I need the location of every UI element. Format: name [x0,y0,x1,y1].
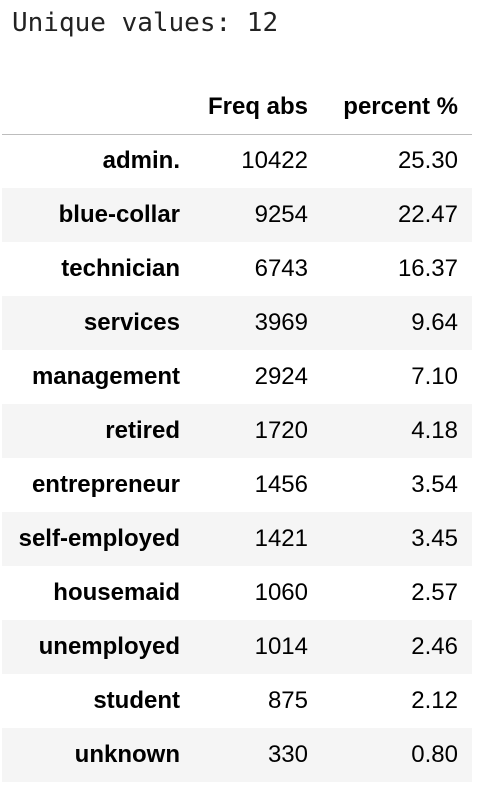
percent-cell: 16.37 [397,255,458,282]
row-label: technician [61,255,180,282]
freq-abs-header: Freq abs [194,80,316,135]
percent-header: percent % [316,80,472,135]
freq-abs-cell: 1060 [254,579,308,606]
table-row: admin. 10422 25.30 [2,134,472,188]
table-row: blue-collar 9254 22.47 [2,188,472,242]
freq-abs-cell: 9254 [254,201,308,228]
table-row: management 2924 7.10 [2,350,472,404]
percent-cell: 2.46 [411,633,458,660]
freq-abs-cell: 330 [267,741,308,768]
percent-cell: 22.47 [397,201,458,228]
percent-cell: 9.64 [411,309,458,336]
table-header-row: Freq abs percent % [2,80,472,135]
row-label: services [83,309,180,336]
percent-cell: 0.80 [411,741,458,768]
percent-cell: 2.57 [411,579,458,606]
row-label: unemployed [38,633,180,660]
table-row: unemployed 1014 2.46 [2,620,472,674]
freq-abs-cell: 1456 [254,471,308,498]
freq-abs-cell: 3969 [254,309,308,336]
table-row: services 3969 9.64 [2,296,472,350]
table-row: technician 6743 16.37 [2,242,472,296]
freq-abs-cell: 10422 [241,147,308,175]
table-row: entrepreneur 1456 3.54 [2,458,472,512]
percent-cell: 3.45 [411,525,458,552]
percent-cell: 7.10 [411,363,458,390]
row-label: unknown [74,741,180,768]
percent-cell: 2.12 [411,687,458,714]
row-label: housemaid [53,579,180,606]
table-row: housemaid 1060 2.57 [2,566,472,620]
row-label: management [31,363,180,390]
row-label: retired [105,417,180,444]
freq-abs-cell: 2924 [254,363,308,390]
row-label: self-employed [18,525,180,552]
freq-abs-cell: 1421 [254,525,308,552]
table-row: unknown 330 0.80 [2,728,472,782]
row-label: student [93,687,180,714]
freq-abs-cell: 1720 [254,417,308,444]
table-row: retired 1720 4.18 [2,404,472,458]
row-label: admin. [102,147,180,175]
index-header [2,80,194,135]
table-row: student 875 2.12 [2,674,472,728]
frequency-table: Freq abs percent % admin. 10422 25.30 bl… [2,80,472,782]
row-label: entrepreneur [31,471,180,498]
freq-abs-cell: 875 [267,687,308,714]
percent-cell: 3.54 [411,471,458,498]
percent-cell: 4.18 [411,417,458,444]
row-label: blue-collar [58,201,180,228]
freq-abs-cell: 1014 [254,633,308,660]
percent-cell: 25.30 [397,147,458,175]
freq-abs-cell: 6743 [254,255,308,282]
table-row: self-employed 1421 3.45 [2,512,472,566]
unique-values-output: Unique values: 12 [12,8,279,38]
